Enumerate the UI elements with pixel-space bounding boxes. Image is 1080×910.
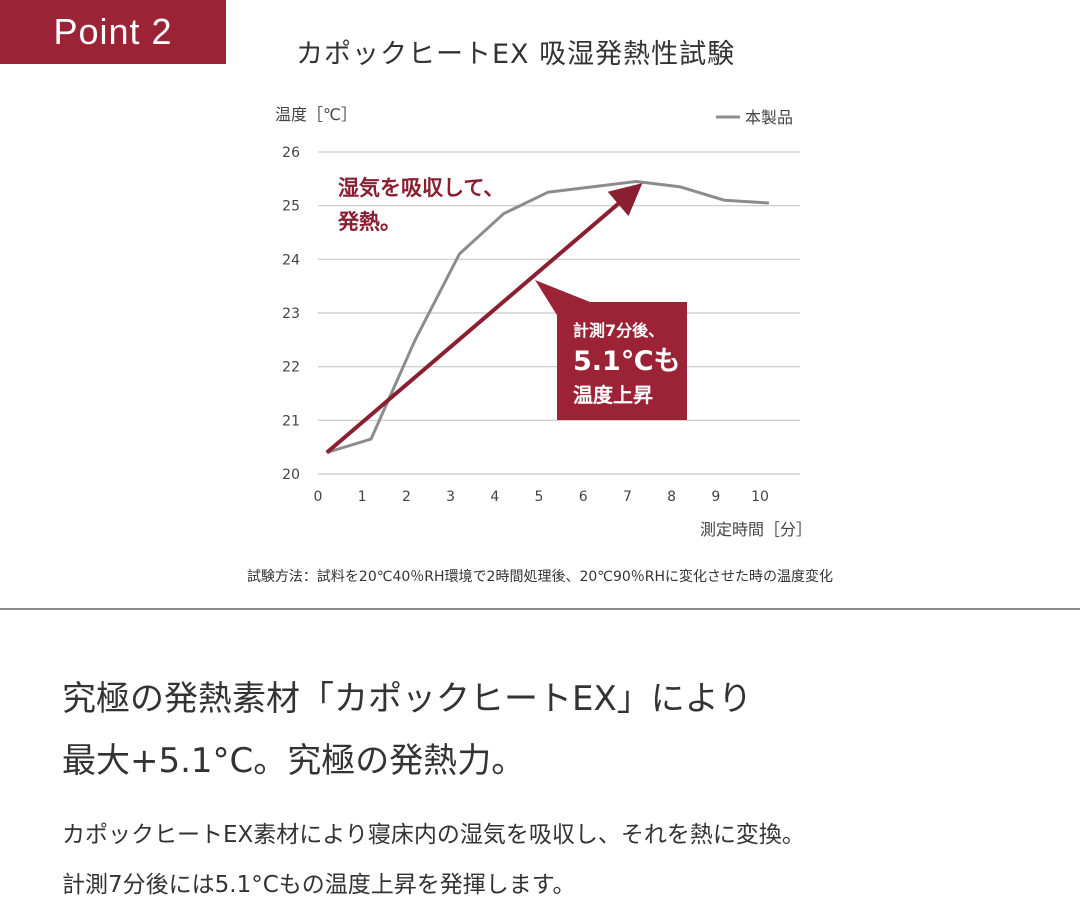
callout-line: 計測7分後、 — [573, 321, 664, 340]
y-axis-label: 温度［℃］ — [275, 105, 357, 124]
test-method-note: 試験方法：試料を20℃40％RH環境で2時間処理後、20℃90％RHに変化させた… — [246, 569, 834, 585]
x-axis-label: 測定時間［分］ — [700, 520, 812, 539]
y-tick-label: 21 — [282, 413, 300, 429]
x-tick-label: 2 — [402, 489, 411, 505]
trend-arrow — [325, 183, 643, 455]
series-point — [724, 199, 726, 201]
callout-line: 5.1℃も — [573, 346, 681, 377]
y-tick-label: 25 — [282, 199, 300, 215]
headline-line-2: 最大+5.1°C。究極の発熱力。 — [62, 741, 526, 781]
arrow-annotation-text: 発熱。 — [337, 210, 401, 234]
series-point — [591, 186, 593, 188]
x-tick-label: 1 — [358, 489, 367, 505]
y-tick-label: 24 — [282, 252, 300, 268]
y-tick-label: 23 — [282, 306, 300, 322]
x-tick-label: 3 — [446, 489, 455, 505]
series-point — [679, 186, 681, 188]
x-tick-label: 10 — [751, 489, 769, 505]
series-point — [635, 181, 637, 183]
y-tick-label: 26 — [282, 145, 300, 161]
body-line-1: カポックヒートEX素材により寝床内の湿気を吸収し、それを熱に変換。 — [62, 822, 805, 848]
y-tick-label: 22 — [282, 360, 300, 376]
point-badge: Point 2 — [0, 0, 226, 64]
x-tick-label: 4 — [490, 489, 499, 505]
x-tick-label: 9 — [711, 489, 720, 505]
x-tick-label: 8 — [667, 489, 676, 505]
point-badge-label: Point 2 — [53, 11, 173, 52]
x-tick-label: 7 — [623, 489, 632, 505]
body-line-2: 計測7分後には5.1°Cもの温度上昇を発揮します。 — [62, 872, 576, 898]
callout-line: 温度上昇 — [573, 383, 653, 407]
divider — [0, 608, 1080, 610]
callout-box — [557, 302, 687, 420]
x-tick-label: 6 — [579, 489, 588, 505]
legend-label: 本製品 — [745, 108, 793, 127]
series-point — [370, 438, 372, 440]
series-point — [458, 253, 460, 255]
headline: 究極の発熱素材「カポックヒートEX」により 最大+5.1°C。究極の発熱力。 — [62, 668, 752, 792]
series-point — [768, 202, 770, 204]
body-text: カポックヒートEX素材により寝床内の湿気を吸収し、それを熱に変換。 計測7分後に… — [62, 810, 805, 910]
x-tick-label: 0 — [314, 489, 323, 505]
series-point — [547, 191, 549, 193]
headline-line-1: 究極の発熱素材「カポックヒートEX」により — [62, 679, 753, 719]
series-point — [503, 213, 505, 215]
series-point — [414, 339, 416, 341]
arrow-annotation-text: 湿気を吸収して、 — [338, 176, 504, 200]
y-tick-label: 20 — [282, 467, 300, 483]
x-tick-label: 5 — [535, 489, 544, 505]
chart-title: カポックヒートEX 吸湿発熱性試験 — [296, 39, 736, 70]
